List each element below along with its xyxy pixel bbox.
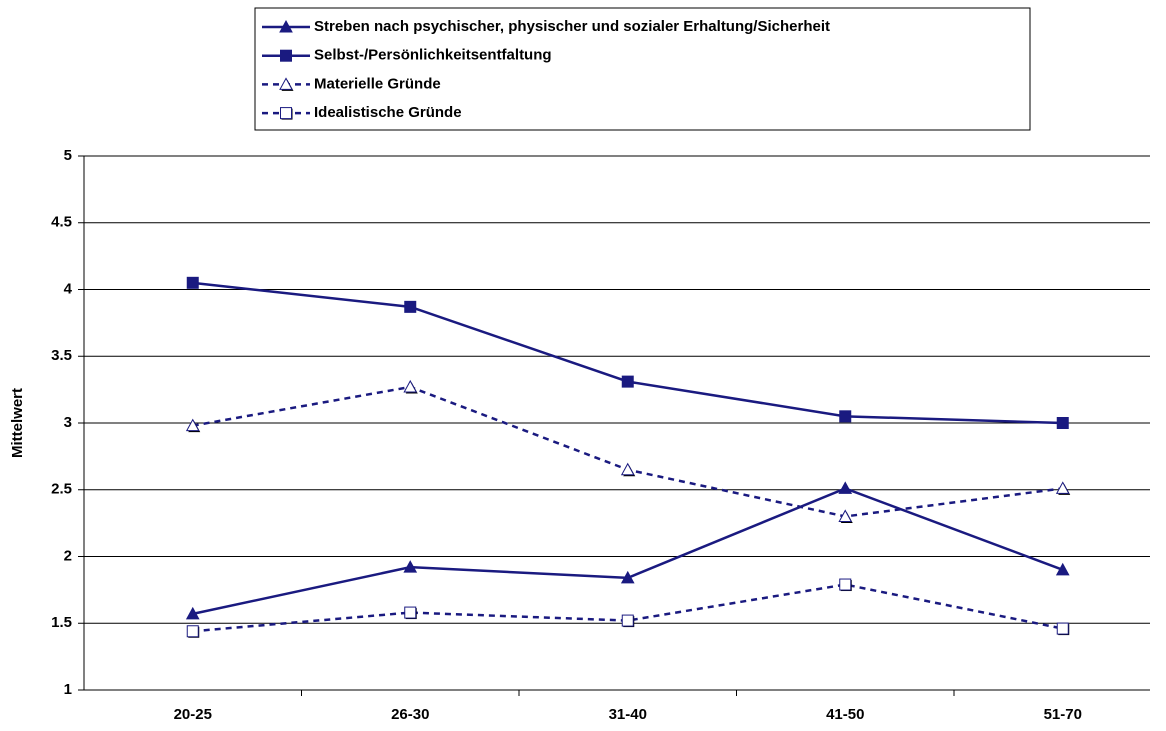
legend-marker: [280, 107, 292, 120]
data-point: [838, 481, 853, 494]
series-line: [192, 487, 1064, 616]
y-tick-label: 2: [64, 547, 72, 564]
y-tick-label: 3.5: [51, 347, 72, 364]
y-tick-label: 5: [64, 147, 72, 164]
data-point: [1055, 481, 1070, 494]
data-point: [621, 614, 634, 627]
y-tick-label: 4: [64, 280, 73, 297]
data-point: [839, 578, 852, 591]
x-tick-label: 51-70: [1044, 706, 1082, 723]
legend-label: Materielle Gründe: [314, 75, 441, 92]
data-point: [404, 606, 417, 619]
legend-marker: [279, 19, 293, 33]
data-point: [1056, 417, 1069, 429]
y-tick-label: 4.5: [51, 214, 72, 231]
y-tick-label: 1.5: [51, 614, 72, 631]
data-point: [185, 418, 200, 432]
data-point: [404, 300, 417, 313]
data-point: [1056, 622, 1069, 635]
data-point: [1055, 562, 1070, 576]
series-line: [192, 583, 1063, 633]
data-point: [186, 625, 199, 638]
data-point: [620, 462, 635, 476]
y-tick-label: 2.5: [51, 481, 72, 498]
data-point: [621, 375, 634, 388]
data-point: [620, 570, 635, 584]
legend-box: [254, 7, 1031, 131]
x-tick-label: 26-30: [391, 706, 429, 723]
legend-marker: [279, 77, 293, 90]
data-point: [185, 606, 200, 620]
series-line: [192, 385, 1063, 518]
y-axis-title: Mittelwert: [9, 388, 26, 458]
y-tick-label: 3: [64, 414, 72, 431]
legend-label: Streben nach psychischer, physischer und…: [314, 18, 830, 35]
x-tick-label: 41-50: [826, 706, 864, 723]
data-point: [839, 410, 852, 423]
data-point: [403, 560, 418, 573]
legend-marker: [280, 49, 292, 62]
x-tick-label: 31-40: [609, 706, 647, 723]
data-point: [838, 509, 853, 522]
data-point: [403, 379, 418, 393]
legend-label: Idealistische Gründe: [314, 104, 462, 121]
legend-label: Selbst-/Persönlichkeitsentfaltung: [314, 47, 552, 64]
x-tick-label: 20-25: [174, 706, 212, 723]
data-point: [186, 276, 199, 289]
y-tick-label: 1: [64, 681, 72, 698]
